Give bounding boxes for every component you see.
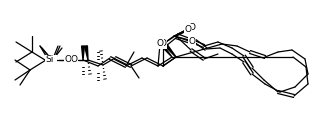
Text: O: O	[160, 40, 167, 49]
Polygon shape	[82, 46, 85, 60]
Text: O: O	[64, 56, 71, 65]
Text: O: O	[184, 25, 191, 34]
Polygon shape	[165, 44, 176, 57]
Text: O: O	[189, 22, 196, 31]
Text: O: O	[189, 37, 196, 46]
Text: Si: Si	[46, 56, 54, 65]
Text: O: O	[157, 40, 164, 49]
Polygon shape	[159, 42, 172, 57]
Text: Si: Si	[48, 56, 56, 65]
Polygon shape	[85, 46, 88, 60]
Text: O: O	[70, 56, 78, 65]
Text: O: O	[160, 40, 167, 49]
